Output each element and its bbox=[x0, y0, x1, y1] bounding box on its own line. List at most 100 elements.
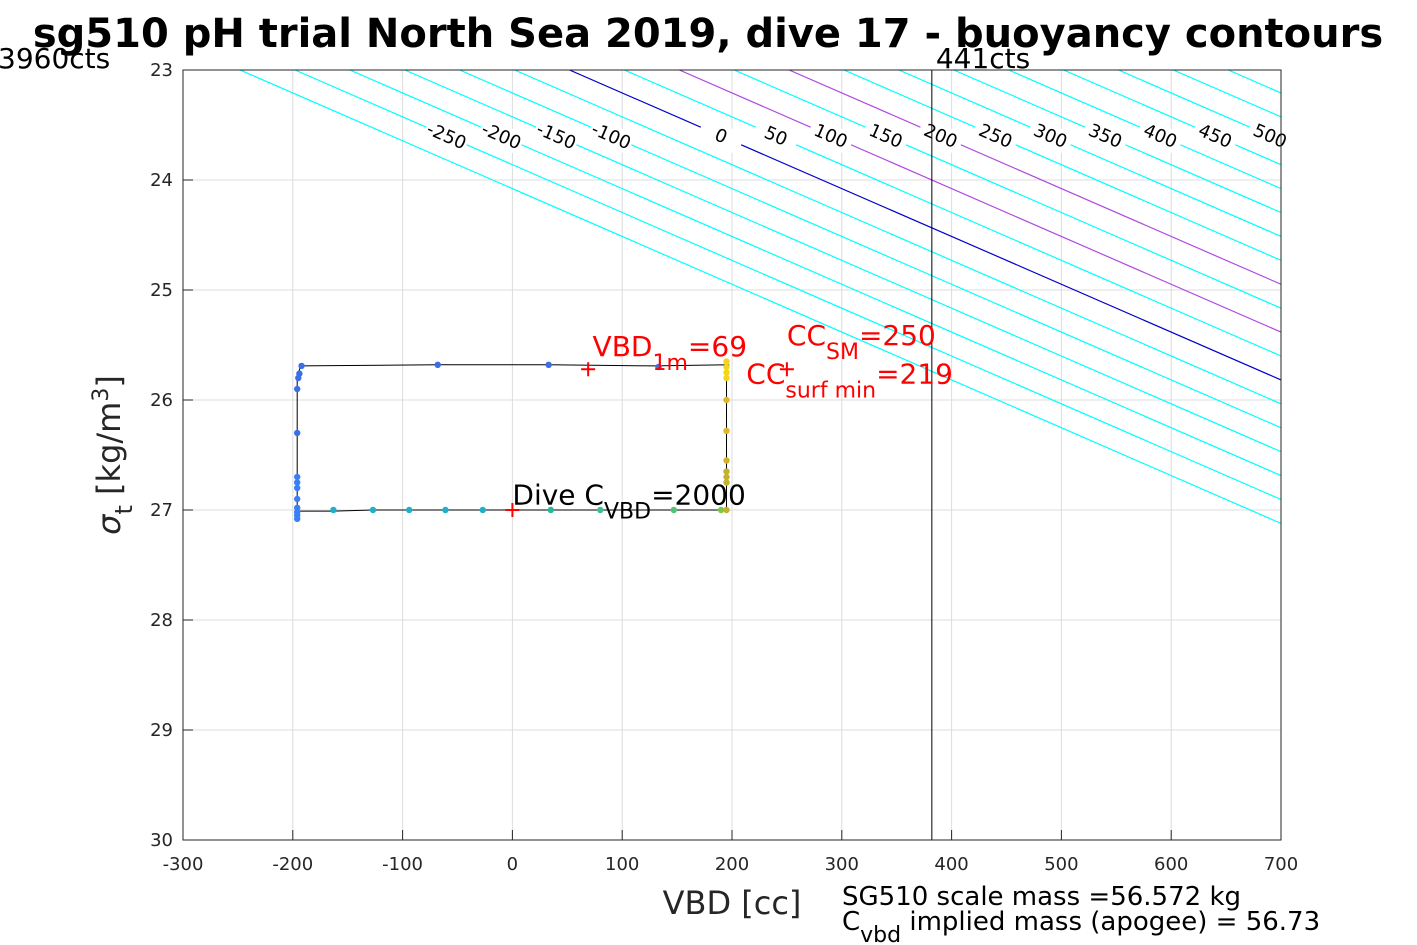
x-tick-label: 400 bbox=[934, 854, 968, 875]
contour-label-top-bg bbox=[861, 117, 911, 155]
red-marker bbox=[779, 362, 794, 377]
contour-label-top-bg bbox=[531, 117, 581, 155]
dive-cvbd-annotation-main: Dive C bbox=[512, 479, 604, 512]
data-point bbox=[293, 479, 301, 486]
contour-label-top-bg bbox=[586, 117, 636, 155]
data-point bbox=[298, 362, 305, 370]
data-point bbox=[717, 506, 725, 514]
data-point bbox=[597, 506, 604, 514]
x-tick-label: 700 bbox=[1264, 854, 1298, 875]
data-point bbox=[545, 361, 552, 368]
y-tick-label: 23 bbox=[150, 60, 173, 81]
vbd-1m-annotation: VBD1m=69 bbox=[593, 330, 747, 376]
data-point bbox=[723, 427, 730, 434]
data-point bbox=[293, 504, 301, 511]
y-axis-label-group: σt [kg/m3] bbox=[89, 375, 138, 535]
data-point bbox=[723, 358, 730, 365]
chart-title: sg510 pH trial North Sea 2019, dive 17 -… bbox=[33, 11, 1383, 57]
contour-line bbox=[679, 70, 1281, 333]
data-point bbox=[723, 363, 730, 371]
data-point bbox=[655, 363, 662, 371]
x-tick-label: 600 bbox=[1154, 854, 1188, 875]
data-point bbox=[295, 374, 302, 382]
dive-cvbd-annotation-sub: VBD bbox=[604, 500, 651, 525]
data-point bbox=[293, 495, 301, 503]
x-tick-label: 100 bbox=[605, 854, 639, 875]
contour-line bbox=[459, 70, 1281, 429]
cc-sm-annotation: CCSM=250 bbox=[787, 319, 936, 365]
contour-label-top-bg bbox=[916, 117, 966, 155]
x-tick-label: 300 bbox=[825, 854, 859, 875]
x-tick-label: -100 bbox=[382, 854, 423, 875]
contour-label-top-bg bbox=[476, 117, 526, 155]
data-point bbox=[293, 429, 301, 437]
contour-line bbox=[843, 70, 1281, 262]
x-tick-label: 0 bbox=[507, 854, 518, 875]
contour-line bbox=[294, 70, 1281, 501]
red-marker bbox=[581, 362, 596, 377]
data-point bbox=[723, 468, 730, 475]
data-point bbox=[479, 506, 486, 514]
contour-label-top-bg bbox=[696, 117, 746, 155]
implied-mass-sub: vbd bbox=[860, 923, 901, 945]
vbd-1m-annotation-sub: 1m bbox=[652, 351, 687, 376]
data-point bbox=[293, 473, 301, 481]
cc-sm-annotation-main: CC bbox=[787, 319, 826, 352]
implied-mass-text: Cvbd implied mass (apogee) = 56.73 bbox=[842, 907, 1320, 945]
data-point bbox=[369, 506, 377, 514]
contour-label-top-bg bbox=[1025, 117, 1075, 155]
scale-mass-text: SG510 scale mass =56.572 kg bbox=[842, 882, 1241, 912]
cc-surf-min-annotation: CCsurf min=219 bbox=[746, 358, 953, 404]
contour-label-top-bg bbox=[806, 117, 856, 155]
data-point bbox=[293, 515, 301, 522]
data-point bbox=[293, 484, 301, 492]
data-point bbox=[723, 457, 730, 464]
data-point bbox=[723, 473, 730, 481]
vbd-path bbox=[296, 364, 730, 512]
contour-line bbox=[788, 70, 1281, 285]
contour-line bbox=[953, 70, 1281, 214]
data-point bbox=[547, 506, 555, 514]
contour-label-top-bg bbox=[1245, 117, 1295, 155]
y-tick-label: 24 bbox=[150, 170, 173, 191]
contour-line bbox=[349, 70, 1281, 477]
data-point bbox=[670, 506, 678, 514]
cc-sm-annotation-sub: SM bbox=[826, 340, 859, 365]
contour-line bbox=[569, 70, 1281, 381]
x-tick-label: 500 bbox=[1044, 854, 1078, 875]
contour-label-top-bg bbox=[421, 117, 472, 155]
red-marker bbox=[505, 503, 520, 517]
contour-label-top-bg bbox=[1080, 117, 1130, 155]
contour-line bbox=[514, 70, 1281, 405]
cc-surf-min-annotation-value: =219 bbox=[876, 358, 953, 391]
contour-label-top-bg bbox=[751, 117, 801, 155]
y-tick-label: 28 bbox=[150, 610, 173, 631]
y-axis-label: σt [kg/m3] bbox=[89, 375, 138, 535]
x-axis-ticks: -300 -200 -100 0 100 200 300 400 500 600 700 bbox=[163, 830, 1298, 875]
data-point bbox=[330, 506, 337, 514]
data-point bbox=[723, 479, 730, 486]
cc-sm-annotation-value: =250 bbox=[859, 319, 936, 352]
y-axis-ticks: 23 24 25 26 27 28 29 30 bbox=[150, 60, 193, 851]
y-tick-label: 25 bbox=[150, 280, 173, 301]
dive-cvbd-annotation: Dive CVBD=2000 bbox=[512, 479, 745, 525]
implied-mass-rest: implied mass (apogee) = 56.73 bbox=[901, 907, 1320, 937]
data-point bbox=[723, 396, 730, 404]
x-axis-label: VBD [cc] bbox=[663, 884, 802, 922]
data-point bbox=[723, 374, 730, 382]
red-markers bbox=[505, 362, 794, 517]
contour-label-top-bg bbox=[1135, 117, 1185, 155]
cc-surf-min-annotation-main: CC bbox=[746, 358, 785, 391]
contour-line bbox=[404, 70, 1281, 453]
contour-line bbox=[898, 70, 1281, 238]
data-point bbox=[405, 506, 413, 514]
x-tick-label: -200 bbox=[272, 854, 313, 875]
data-point bbox=[293, 385, 301, 393]
scatter-points bbox=[293, 358, 730, 522]
vbd-1m-annotation-main: VBD bbox=[593, 330, 653, 363]
y-tick-label: 29 bbox=[150, 720, 173, 741]
x-tick-label: 200 bbox=[715, 854, 749, 875]
contour-label-top-bg bbox=[1190, 117, 1240, 155]
buoyancy-contours bbox=[239, 70, 1281, 525]
